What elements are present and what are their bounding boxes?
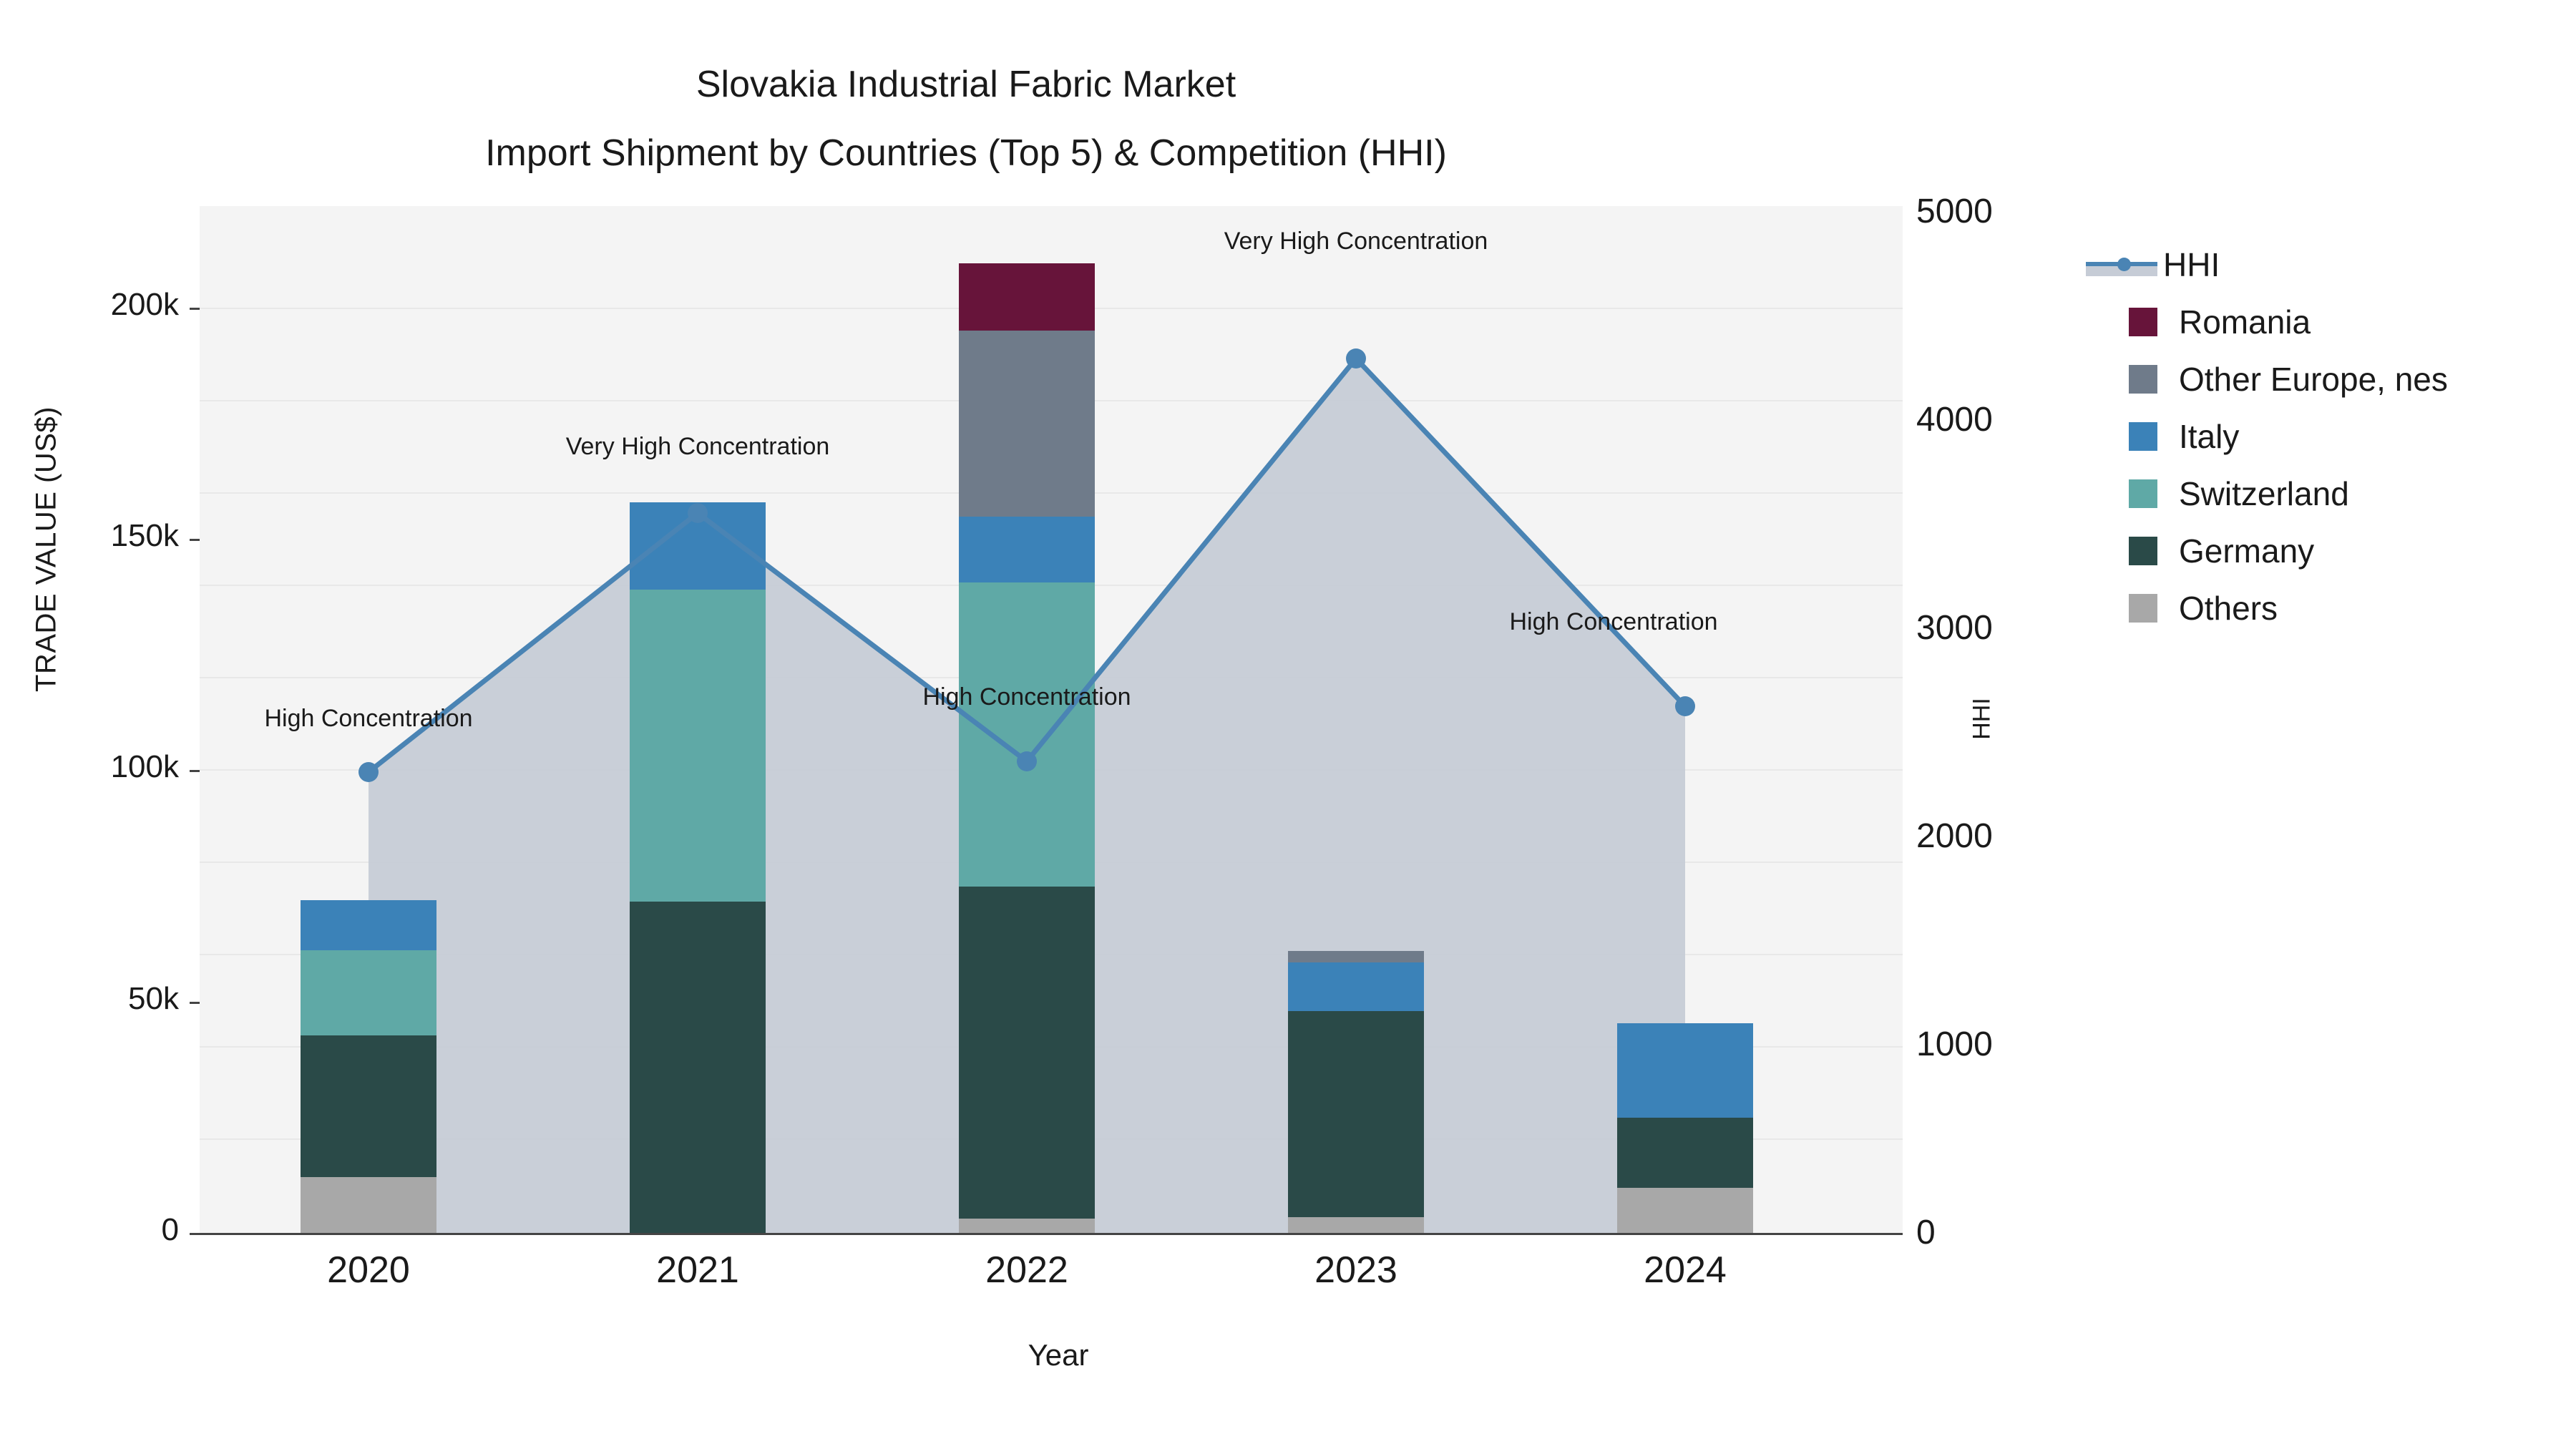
y-tick-label-left: 200k (110, 287, 179, 322)
chart-title: Slovakia Industrial Fabric Market Import… (0, 50, 1932, 187)
color-swatch-icon (2129, 537, 2157, 565)
bar-segment-others (959, 1219, 1095, 1233)
annotation-2024: High Concentration (1509, 608, 1718, 635)
color-swatch-icon (2129, 594, 2157, 623)
color-swatch-icon (2129, 365, 2157, 394)
y-tick-label-left: 150k (110, 518, 179, 553)
legend-item-other-europe-nes[interactable]: Other Europe, nes (2086, 351, 2558, 408)
color-swatch-icon (2129, 422, 2157, 451)
x-tick-label-2024: 2024 (1644, 1249, 1727, 1291)
y-tick-label-right: 5000 (1916, 192, 1993, 230)
x-tick-label-2020: 2020 (327, 1249, 410, 1291)
bar-segment-italy (630, 502, 766, 590)
bar-segment-italy (959, 517, 1095, 582)
bar-segment-italy (1617, 1023, 1753, 1118)
legend-label: Others (2179, 590, 2278, 627)
annotation-2020: High Concentration (264, 705, 473, 732)
y-tick-label-left: 100k (110, 749, 179, 784)
legend-label: Switzerland (2179, 475, 2349, 512)
y-tick-label-right: 3000 (1916, 609, 1993, 647)
legend-label: Italy (2179, 418, 2240, 455)
bar-segment-romania (959, 263, 1095, 331)
bar-segment-switzerland (959, 582, 1095, 887)
color-swatch-icon (2129, 308, 2157, 336)
y-tick-label-right: 1000 (1916, 1025, 1993, 1063)
y-axis-title-left: TRADE VALUE (US$) (30, 406, 62, 692)
bar-segment-germany (301, 1035, 436, 1177)
annotation-2023: Very High Concentration (1224, 228, 1488, 255)
y-tick-label-left: 0 (161, 1212, 179, 1247)
y-tick-mark (190, 770, 200, 772)
x-tick-label-2021: 2021 (656, 1249, 739, 1291)
x-tick-label-2023: 2023 (1314, 1249, 1397, 1291)
y-tick-label-right: 4000 (1916, 401, 1993, 439)
legend-item-hhi[interactable]: HHI (2086, 236, 2558, 293)
annotation-2022: High Concentration (922, 683, 1131, 711)
legend-item-switzerland[interactable]: Switzerland (2086, 465, 2558, 522)
y-tick-mark (190, 1002, 200, 1004)
bar-segment-others (301, 1177, 436, 1233)
bar-segment-italy (1288, 962, 1424, 1011)
legend: HHI Romania Other Europe, nes Italy Swit… (2086, 236, 2558, 637)
line-marker-icon (2086, 250, 2157, 279)
y-tick-label-right: 2000 (1916, 817, 1993, 855)
title-line-1: Slovakia Industrial Fabric Market (696, 64, 1236, 105)
bar-segment-others (1288, 1217, 1424, 1233)
x-axis-line (200, 1233, 1903, 1235)
bar-segment-germany (1617, 1118, 1753, 1188)
x-tick-label-2022: 2022 (985, 1249, 1068, 1291)
bar-segment-germany (1288, 1011, 1424, 1217)
legend-item-germany[interactable]: Germany (2086, 522, 2558, 580)
bar-segment-other-europe-nes (959, 331, 1095, 517)
bar-segment-germany (959, 887, 1095, 1219)
x-axis-title: Year (1028, 1338, 1089, 1372)
y-tick-mark (190, 1233, 200, 1235)
legend-label: HHI (2163, 246, 2220, 283)
legend-label: Germany (2179, 532, 2315, 570)
legend-item-italy[interactable]: Italy (2086, 408, 2558, 465)
bar-segment-switzerland (630, 590, 766, 902)
y-tick-mark (190, 539, 200, 541)
legend-label: Romania (2179, 303, 2311, 341)
color-swatch-icon (2129, 479, 2157, 508)
bar-segment-germany (630, 902, 766, 1233)
annotation-2021: Very High Concentration (565, 433, 830, 460)
legend-item-others[interactable]: Others (2086, 580, 2558, 637)
bar-segment-other-europe-nes (1288, 951, 1424, 962)
y-tick-label-left: 50k (128, 981, 179, 1016)
bar-segment-italy (301, 900, 436, 950)
y-tick-label-right: 0 (1916, 1214, 1936, 1252)
title-line-2: Import Shipment by Countries (Top 5) & C… (485, 132, 1447, 174)
bar-segment-switzerland (301, 950, 436, 1035)
bar-segment-others (1617, 1188, 1753, 1233)
legend-item-romania[interactable]: Romania (2086, 293, 2558, 351)
y-axis-title-right: HHI (1968, 698, 1996, 740)
legend-label: Other Europe, nes (2179, 361, 2448, 398)
y-tick-mark (190, 308, 200, 310)
